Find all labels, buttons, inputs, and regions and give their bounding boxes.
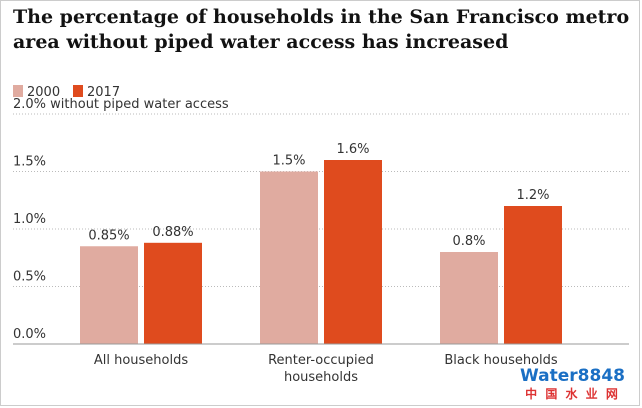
legend-label: 2017 — [87, 85, 120, 100]
x-tick-label: Black households — [444, 353, 558, 368]
y-tick-label: 2.0% without piped water access — [13, 97, 229, 112]
legend-swatch — [13, 85, 23, 97]
watermark: Water8848 中 国 水 业 网 — [520, 367, 625, 403]
value-label: 0.8% — [452, 234, 485, 249]
y-tick-label: 0.5% — [13, 270, 46, 285]
value-label: 1.5% — [272, 154, 305, 169]
bar — [260, 171, 318, 344]
bar — [324, 160, 382, 344]
value-label: 0.85% — [88, 228, 129, 243]
watermark-text: 中 国 水 业 网 — [525, 387, 620, 401]
bar — [440, 252, 498, 344]
y-tick-label: 0.0% — [13, 327, 46, 342]
y-tick-label: 1.5% — [13, 155, 46, 170]
value-label: 0.88% — [152, 225, 193, 240]
y-tick-label: 1.0% — [13, 212, 46, 227]
chart-title: The percentage of households in the San … — [13, 6, 630, 53]
value-label: 1.6% — [336, 142, 369, 157]
legend-swatch — [73, 85, 83, 97]
bar — [144, 242, 202, 344]
value-label: 1.2% — [516, 188, 549, 203]
bar — [80, 246, 138, 344]
legend-label: 2000 — [27, 85, 60, 100]
bar — [504, 206, 562, 344]
watermark-text: Water8848 — [520, 366, 625, 386]
x-tick-label: Renter-occupied households — [268, 353, 374, 385]
x-tick-label: All households — [93, 353, 189, 368]
